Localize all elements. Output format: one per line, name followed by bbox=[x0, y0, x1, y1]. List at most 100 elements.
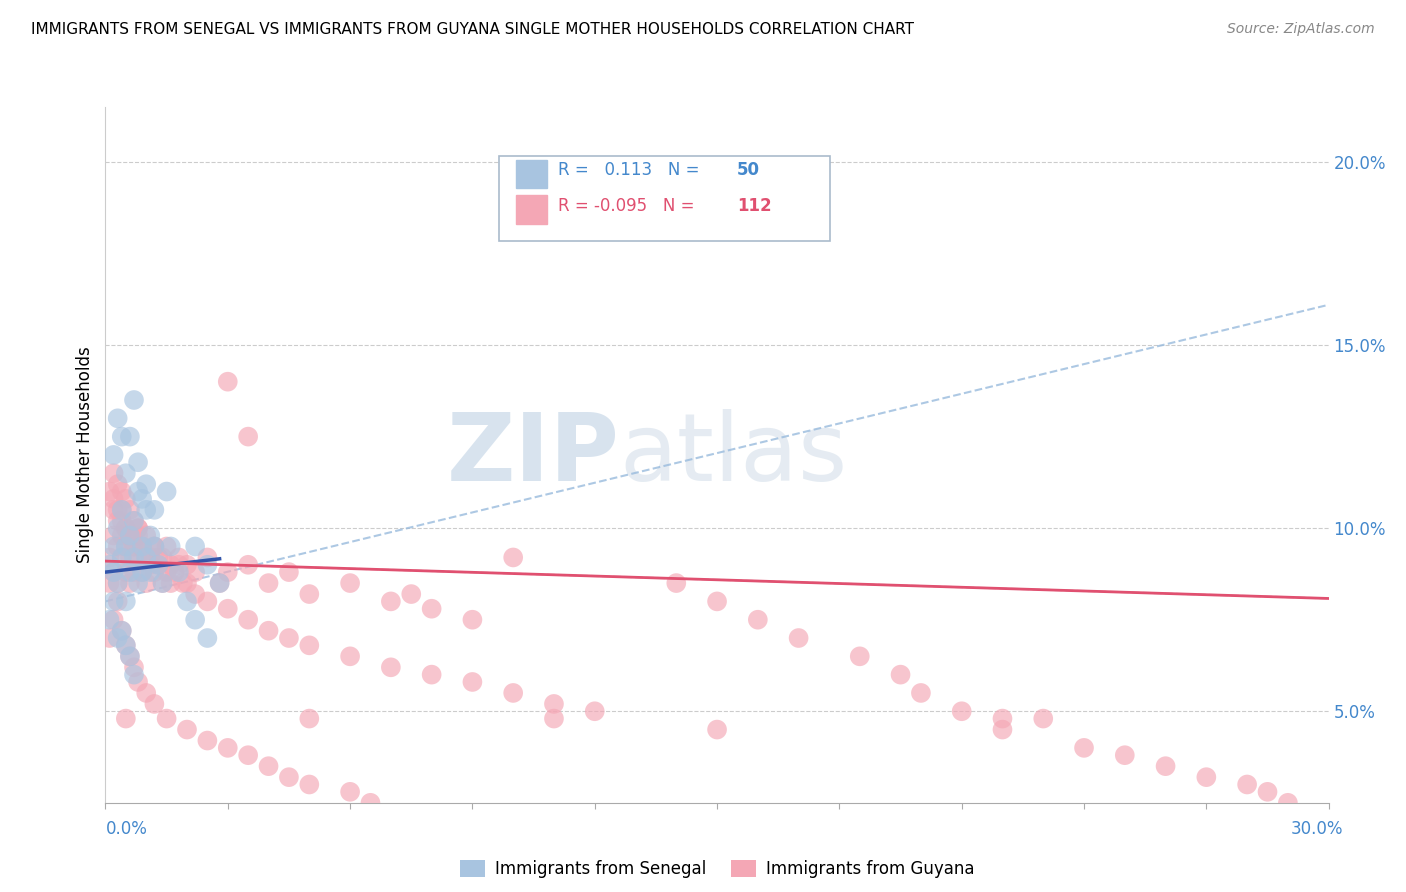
Point bbox=[159, 558, 181, 572]
Point bbox=[111, 503, 134, 517]
Point bbox=[217, 375, 239, 389]
Point bbox=[127, 455, 149, 469]
Text: 50: 50 bbox=[737, 161, 759, 179]
Point bbox=[278, 565, 301, 579]
Point bbox=[236, 613, 259, 627]
Point bbox=[787, 631, 810, 645]
Point bbox=[176, 594, 198, 608]
Point bbox=[118, 429, 141, 443]
Point bbox=[176, 576, 198, 591]
Text: R =   0.113   N =: R = 0.113 N = bbox=[558, 161, 704, 179]
Point bbox=[122, 540, 145, 554]
Point bbox=[257, 576, 280, 591]
Text: 0.0%: 0.0% bbox=[105, 820, 148, 838]
Point bbox=[747, 613, 769, 627]
Point bbox=[143, 540, 166, 554]
Text: Source: ZipAtlas.com: Source: ZipAtlas.com bbox=[1227, 22, 1375, 37]
Point bbox=[115, 565, 138, 579]
Point bbox=[1277, 796, 1299, 810]
Point bbox=[747, 858, 769, 872]
Point bbox=[122, 550, 145, 565]
Point bbox=[257, 624, 280, 638]
Point bbox=[278, 770, 301, 784]
Point bbox=[135, 550, 157, 565]
Point bbox=[502, 832, 524, 847]
Point bbox=[107, 540, 129, 554]
Point bbox=[115, 467, 138, 481]
Point bbox=[103, 565, 125, 579]
Point bbox=[98, 631, 121, 645]
Point bbox=[111, 550, 134, 565]
Point bbox=[115, 540, 138, 554]
Point bbox=[236, 748, 259, 763]
Point bbox=[1032, 712, 1054, 726]
Point bbox=[236, 429, 259, 443]
Point bbox=[111, 429, 134, 443]
Point bbox=[991, 723, 1014, 737]
Point bbox=[103, 565, 125, 579]
Point bbox=[103, 594, 125, 608]
Point bbox=[143, 503, 166, 517]
Point bbox=[380, 594, 402, 608]
Point bbox=[118, 576, 141, 591]
Point bbox=[111, 550, 134, 565]
Point bbox=[298, 587, 321, 601]
Point bbox=[257, 759, 280, 773]
Text: IMMIGRANTS FROM SENEGAL VS IMMIGRANTS FROM GUYANA SINGLE MOTHER HOUSEHOLDS CORRE: IMMIGRANTS FROM SENEGAL VS IMMIGRANTS FR… bbox=[31, 22, 914, 37]
Point bbox=[118, 649, 141, 664]
Text: 30.0%: 30.0% bbox=[1291, 820, 1343, 838]
Point bbox=[148, 558, 170, 572]
Point bbox=[135, 550, 157, 565]
Point bbox=[139, 550, 162, 565]
Point bbox=[828, 851, 851, 865]
Point bbox=[148, 550, 170, 565]
Point bbox=[122, 540, 145, 554]
Point bbox=[135, 576, 157, 591]
Point bbox=[1154, 759, 1177, 773]
Point bbox=[184, 613, 207, 627]
Point bbox=[184, 587, 207, 601]
Point bbox=[195, 550, 219, 565]
Point bbox=[665, 576, 688, 591]
Point bbox=[543, 712, 565, 726]
Point bbox=[543, 697, 565, 711]
Point bbox=[107, 514, 129, 528]
Point bbox=[236, 558, 259, 572]
Point bbox=[131, 540, 153, 554]
Point bbox=[176, 723, 198, 737]
Point bbox=[1236, 777, 1258, 791]
Point bbox=[131, 565, 153, 579]
Point bbox=[115, 594, 138, 608]
Point bbox=[461, 675, 484, 690]
Text: R = -0.095   N =: R = -0.095 N = bbox=[558, 197, 700, 215]
Point bbox=[1114, 748, 1136, 763]
Point bbox=[298, 638, 321, 652]
Point bbox=[127, 521, 149, 535]
Point bbox=[420, 667, 443, 681]
Point bbox=[143, 540, 166, 554]
Point bbox=[143, 697, 166, 711]
Point bbox=[127, 576, 149, 591]
Point bbox=[339, 649, 361, 664]
Point bbox=[380, 660, 402, 674]
Point bbox=[115, 638, 138, 652]
Point bbox=[118, 565, 141, 579]
Point bbox=[155, 484, 177, 499]
Point bbox=[107, 576, 129, 591]
Point bbox=[184, 565, 207, 579]
Point bbox=[890, 667, 912, 681]
Point bbox=[583, 843, 606, 857]
Point bbox=[122, 565, 145, 579]
Point bbox=[103, 467, 125, 481]
Point bbox=[1296, 806, 1319, 821]
Point bbox=[127, 521, 149, 535]
Point bbox=[339, 785, 361, 799]
Point bbox=[950, 704, 973, 718]
Point bbox=[298, 712, 321, 726]
Point bbox=[122, 514, 145, 528]
Point bbox=[461, 822, 484, 836]
Point bbox=[399, 587, 422, 601]
Point bbox=[98, 613, 121, 627]
Point bbox=[849, 649, 872, 664]
Point bbox=[107, 521, 129, 535]
